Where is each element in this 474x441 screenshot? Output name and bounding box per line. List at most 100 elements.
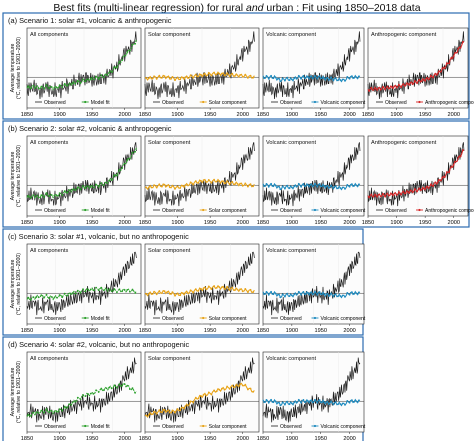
panel-title: Anthropogenic component [371,32,437,38]
x-tick-label: 1850 [21,328,33,334]
chart-panel: All components Observed Model fit 1850 1900 1… [21,351,142,441]
chart-panel: Anthropogenic component Observed Anthropog… [362,27,474,118]
x-tick-label: 1950 [86,436,98,441]
x-tick-label: 1950 [314,436,326,441]
component-line [367,149,465,199]
panel-title: All components [30,140,68,146]
x-tick-label: 1950 [86,112,98,118]
x-tick-label: 1900 [286,436,298,441]
scenario-label: (b) Scenario 2: solar #2, volcanic & ant… [8,124,172,133]
x-tick-label: 1900 [53,328,65,334]
chart-panel: Anthropogenic component Observed Anthropog… [362,135,474,226]
legend-component-label: Model fit [91,316,111,322]
panel-title: Solar component [148,32,191,38]
scenario-row: (c) Scenario 3: solar #1, volcanic, but … [2,228,366,336]
x-tick-label: 1900 [171,220,183,226]
observed-line [26,251,137,316]
observed-line [144,251,255,316]
legend-component-swatch [202,424,205,428]
x-tick-label: 1950 [86,220,98,226]
legend-component-swatch [313,208,317,212]
legend-observed-label: Observed [44,316,66,322]
y-axis-label-line: Average temperature [10,44,16,93]
x-tick-label: 1850 [139,328,151,334]
x-tick-label: 1900 [171,112,183,118]
component-line [262,290,361,299]
legend-component-label: Anthropogenic component [425,100,474,106]
chart-panel: Volcanic component Observed Volcanic compo… [257,243,366,334]
scenario-label: (d) Scenario 4: solar #2, volcanic, but … [8,340,189,349]
legend-component-label: Model fit [91,424,111,430]
x-tick-label: 2000 [447,220,459,226]
panel-title: Volcanic component [266,356,317,362]
x-tick-label: 1900 [286,112,298,118]
x-tick-label: 1900 [390,220,402,226]
legend-observed-label: Observed [44,424,66,430]
legend-component-swatch [202,316,205,320]
panel-title: All components [30,248,68,254]
component-line [262,182,361,191]
component-line [262,74,361,83]
x-tick-label: 1850 [21,112,33,118]
chart-panel: Volcanic component Observed Volcanic compo… [257,351,366,441]
x-tick-label: 1950 [204,328,216,334]
x-tick-label: 2000 [118,436,130,441]
x-tick-label: 1900 [171,328,183,334]
legend-component-label: Volcanic component [320,316,365,322]
legend-component-swatch [418,100,421,104]
y-axis-label-line: (°C, relative to 1901–2000) [16,145,22,207]
y-axis-label: Average temperature (°C, relative to 1901… [10,145,22,207]
legend-component-label: Model fit [91,208,111,214]
component-line [26,382,137,417]
x-tick-label: 1900 [286,220,298,226]
figure-title: Best fits (multi-linear regression) for … [0,2,474,14]
x-tick-label: 1950 [204,112,216,118]
scenario-frame [2,12,470,120]
x-tick-label: 1850 [139,220,151,226]
x-tick-label: 2000 [447,112,459,118]
panel-title: Solar component [148,356,191,362]
legend-observed-label: Observed [280,208,302,214]
x-tick-label: 1850 [362,112,374,118]
legend-component-swatch [418,208,421,212]
x-tick-label: 1850 [257,220,269,226]
panel-title: Solar component [148,140,191,146]
x-tick-label: 1900 [390,112,402,118]
legend-observed-label: Observed [385,208,407,214]
x-tick-label: 1850 [257,328,269,334]
legend-component-label: Model fit [91,100,111,106]
x-tick-label: 2000 [118,112,130,118]
component-line [367,41,465,93]
x-tick-label: 1850 [257,436,269,441]
x-tick-label: 2000 [236,112,248,118]
chart-panel: Volcanic component Observed Volcanic compo… [257,135,366,226]
x-tick-label: 1850 [362,220,374,226]
legend-component-label: Volcanic component [320,424,365,430]
chart-panel: All components Observed Model fit 1850 1900 1… [21,243,142,334]
legend-component-swatch [202,100,205,104]
x-tick-label: 2000 [343,112,355,118]
x-tick-label: 1900 [53,112,65,118]
x-tick-label: 2000 [343,220,355,226]
legend-observed-label: Observed [162,424,184,430]
x-tick-label: 1900 [286,328,298,334]
legend-observed-label: Observed [44,100,66,106]
legend-observed-label: Observed [162,100,184,106]
panel-title: Solar component [148,248,191,254]
x-tick-label: 1850 [139,436,151,441]
x-tick-label: 1850 [257,112,269,118]
x-tick-label: 2000 [118,220,130,226]
legend-observed-label: Observed [280,316,302,322]
legend-observed-label: Observed [280,424,302,430]
x-tick-label: 2000 [118,328,130,334]
legend-component-swatch [202,208,205,212]
panel-title: Volcanic component [266,32,317,38]
legend-component-swatch [84,316,87,320]
x-tick-label: 1850 [139,112,151,118]
x-tick-label: 1950 [419,220,431,226]
x-tick-label: 2000 [343,436,355,441]
chart-panel: Solar component Observed Solar component 18… [139,27,260,118]
legend-component-swatch [84,424,87,428]
chart-panel: Solar component Observed Solar component 18… [139,243,260,334]
scenario-row: (d) Scenario 4: solar #2, volcanic, but … [2,336,366,441]
